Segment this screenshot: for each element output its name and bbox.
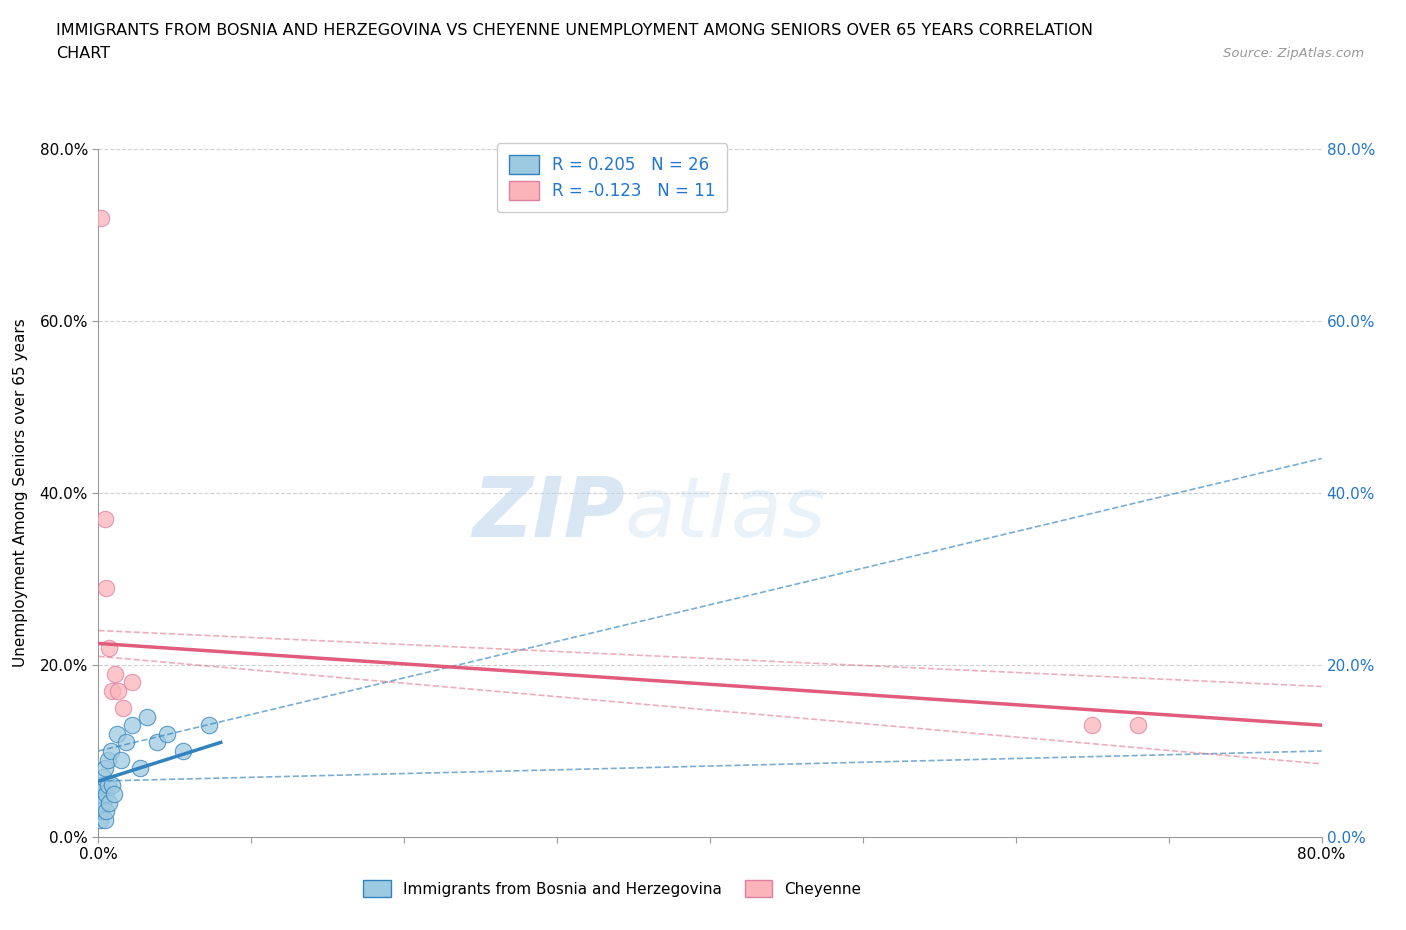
Legend: Immigrants from Bosnia and Herzegovina, Cheyenne: Immigrants from Bosnia and Herzegovina, … xyxy=(356,872,869,905)
Point xyxy=(93,813,115,828)
Point xyxy=(101,684,124,698)
Point xyxy=(136,710,159,724)
Point xyxy=(105,726,128,741)
Point xyxy=(121,718,143,733)
Y-axis label: Unemployment Among Seniors over 65 years: Unemployment Among Seniors over 65 years xyxy=(14,319,28,668)
Point xyxy=(90,804,112,818)
Point xyxy=(101,777,124,792)
Point xyxy=(94,787,117,802)
Point xyxy=(115,735,138,750)
Point xyxy=(98,795,121,810)
Text: atlas: atlas xyxy=(624,473,827,554)
Point xyxy=(91,795,114,810)
Point xyxy=(94,804,117,818)
Point xyxy=(1081,718,1104,733)
Point xyxy=(103,787,125,802)
Point xyxy=(93,761,115,776)
Text: Source: ZipAtlas.com: Source: ZipAtlas.com xyxy=(1223,46,1364,60)
Point xyxy=(110,752,132,767)
Text: IMMIGRANTS FROM BOSNIA AND HERZEGOVINA VS CHEYENNE UNEMPLOYMENT AMONG SENIORS OV: IMMIGRANTS FROM BOSNIA AND HERZEGOVINA V… xyxy=(56,23,1094,38)
Point xyxy=(98,641,121,656)
Point xyxy=(111,700,134,715)
Point xyxy=(93,512,115,526)
Text: CHART: CHART xyxy=(56,46,110,61)
Point xyxy=(97,752,120,767)
Point xyxy=(90,210,112,225)
Point xyxy=(1128,718,1150,733)
Point xyxy=(145,735,167,750)
Point xyxy=(91,769,114,784)
Point xyxy=(156,726,179,741)
Point xyxy=(104,666,127,681)
Point xyxy=(107,684,129,698)
Point xyxy=(94,580,117,595)
Text: ZIP: ZIP xyxy=(472,473,624,554)
Point xyxy=(172,744,194,759)
Point xyxy=(89,787,111,802)
Point xyxy=(97,777,120,792)
Point xyxy=(197,718,219,733)
Point xyxy=(100,744,122,759)
Point xyxy=(89,813,111,828)
Point xyxy=(128,761,150,776)
Point xyxy=(121,675,143,690)
Point xyxy=(90,777,112,792)
